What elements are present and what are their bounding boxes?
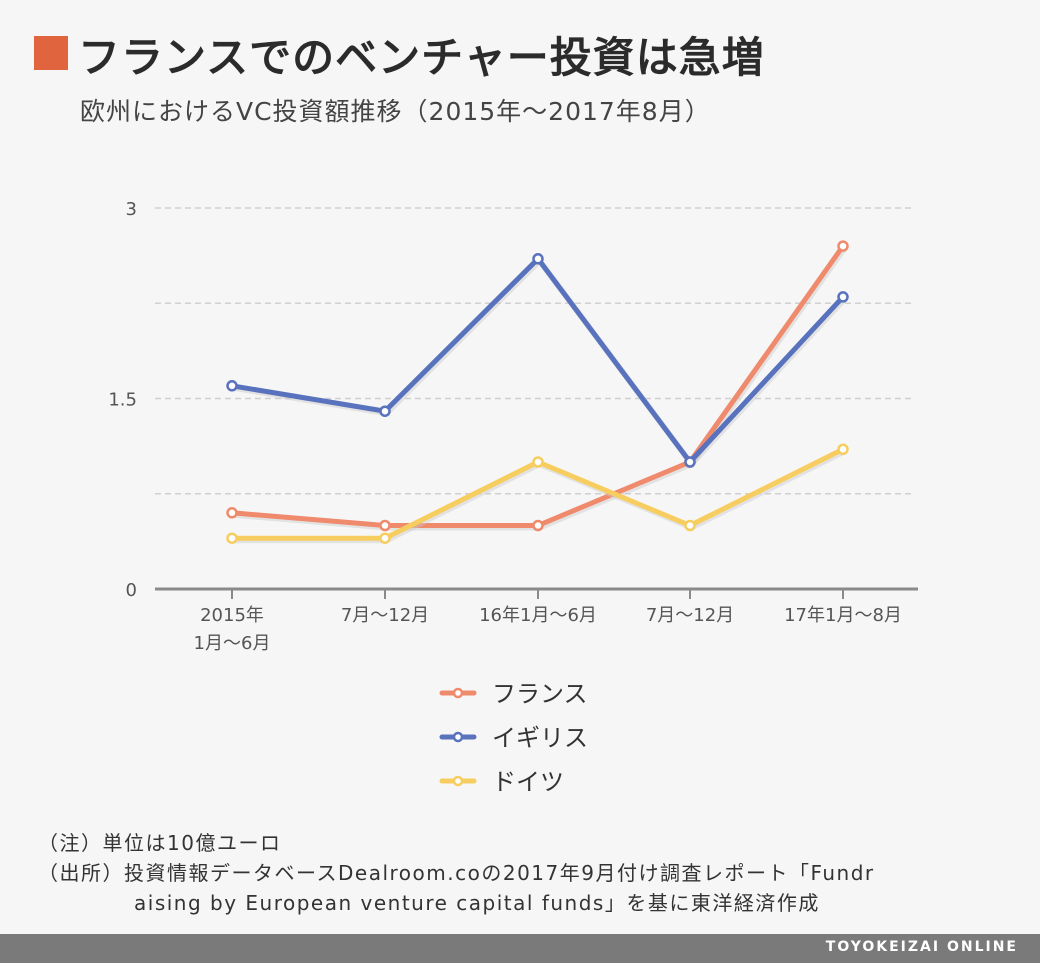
notes-section: （注）単位は10億ユーロ （出所）投資情報データベースDealroom.coの2… [38,828,875,918]
x-tick-label: 17年1月〜8月 [784,605,902,626]
chart-subtitle: 欧州におけるVC投資額推移（2015年〜2017年8月） [80,97,711,126]
data-point [684,519,696,532]
data-point [837,443,849,456]
data-point [226,532,238,544]
data-point [532,456,544,468]
data-point [379,532,391,544]
data-point [379,405,391,417]
x-tick-label: 7月〜12月 [341,605,429,626]
y-tick-label: 3 [126,199,137,220]
y-tick-label: 1.5 [108,390,137,411]
page-title: フランスでのベンチャー投資は急増 [78,33,765,82]
data-point [226,507,238,519]
source-note-line1: （出所）投資情報データベースDealroom.coの2017年9月付け調査レポー… [38,861,875,885]
legend-label: イギリス [492,724,588,752]
data-point [837,240,849,252]
source-note-line2: aising by European venture capital funds… [134,891,820,915]
data-point [379,519,391,532]
footer-brand: TOYOKEIZAI ONLINE [825,939,1018,955]
x-tick-label: 2015年 [200,605,264,626]
series-line [229,256,846,465]
title-accent-square [34,36,68,70]
legend-swatch-point [452,687,464,699]
series-line-shadow [233,257,847,467]
line-chart: 0 1.5 3 2015年 1月〜6月 7月〜12月 16年1月〜6月 7月〜12月 17年1月… [108,199,918,796]
x-tick-label: 7月〜12月 [646,605,734,626]
footer-bar: TOYOKEIZAI ONLINE [0,934,1040,963]
series-line [229,243,846,528]
x-tick-label: 16年1月〜6月 [479,605,597,626]
series-line-shadow [233,246,847,531]
legend-label: ドイツ [492,768,564,796]
y-tick-label: 0 [126,580,137,601]
legend-swatch-point [452,731,464,743]
x-tick-label: 1月〜6月 [194,633,271,654]
data-point [532,519,544,532]
legend-swatch-point [452,775,464,787]
legend-label: フランス [492,680,588,708]
unit-note: （注）単位は10億ユーロ [38,831,282,855]
data-point [837,291,849,303]
data-point [532,253,544,265]
data-point [684,456,696,468]
data-point [226,380,238,392]
